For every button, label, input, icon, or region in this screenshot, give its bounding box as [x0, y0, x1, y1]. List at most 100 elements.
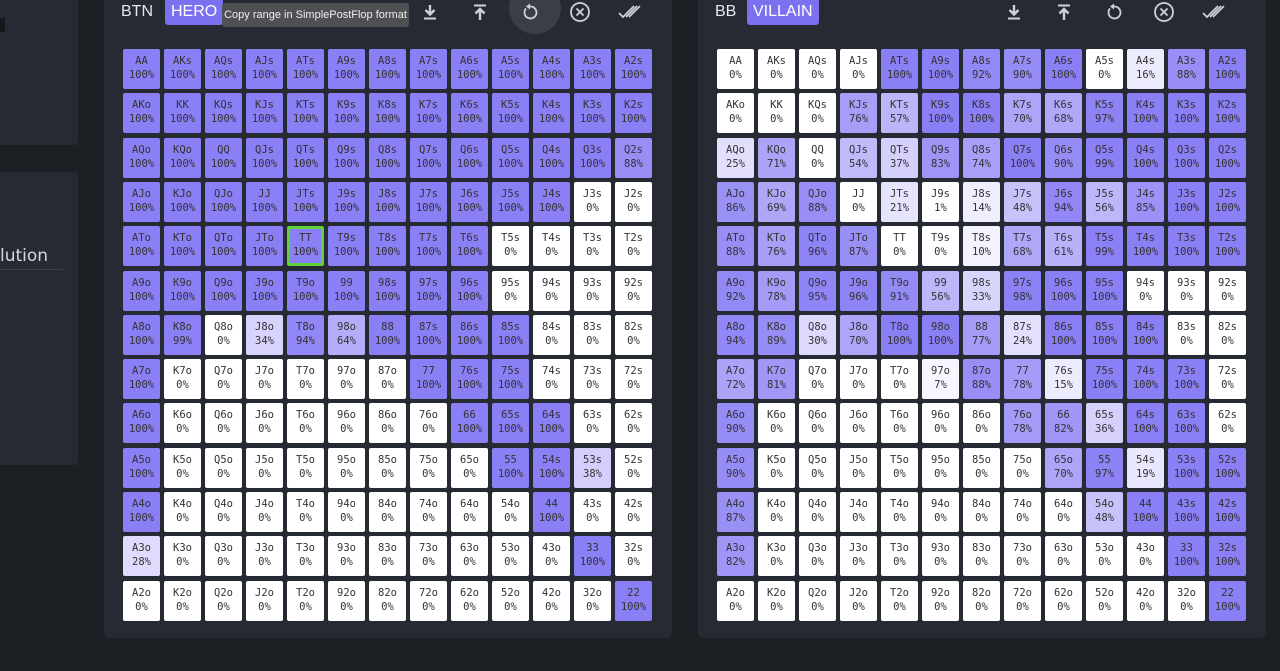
hand-cell[interactable]: Q9o 95% — [799, 271, 836, 311]
hand-cell[interactable]: J7o 0% — [840, 359, 877, 399]
hand-cell[interactable]: AQs 100% — [205, 49, 242, 89]
hand-cell[interactable]: 64o 0% — [1045, 492, 1082, 532]
hand-cell[interactable]: 94o 0% — [328, 492, 365, 532]
hand-cell[interactable]: 83o 0% — [963, 536, 1000, 576]
hand-cell[interactable]: A3o 28% — [123, 536, 160, 576]
hand-cell[interactable]: 52s 0% — [615, 448, 652, 488]
hand-cell[interactable]: A2s 100% — [615, 49, 652, 89]
hand-cell[interactable]: J6o 0% — [840, 403, 877, 443]
hand-cell[interactable]: T9s 0% — [922, 226, 959, 266]
hand-cell[interactable]: QTo 100% — [205, 226, 242, 266]
hand-cell[interactable]: A2s 100% — [1209, 49, 1246, 89]
hand-cell[interactable]: 92s 0% — [615, 271, 652, 311]
hand-cell[interactable]: T2s 100% — [1209, 226, 1246, 266]
hand-cell[interactable]: J9s 1% — [922, 182, 959, 222]
hand-cell[interactable]: Q2o 0% — [799, 581, 836, 621]
hand-cell[interactable]: K2o 0% — [164, 581, 201, 621]
hand-cell[interactable]: AKo 100% — [123, 93, 160, 133]
hand-cell[interactable]: A5s 100% — [492, 49, 529, 89]
hand-cell[interactable]: K8s 100% — [963, 93, 1000, 133]
hand-cell[interactable]: TT 100% — [287, 226, 324, 266]
hand-cell[interactable]: Q6s 90% — [1045, 138, 1082, 178]
hand-cell[interactable]: T8s 10% — [963, 226, 1000, 266]
hand-cell[interactable]: J2s 0% — [615, 182, 652, 222]
hand-cell[interactable]: Q8s 100% — [369, 138, 406, 178]
hand-cell[interactable]: 54o 48% — [1086, 492, 1123, 532]
hand-cell[interactable]: 94s 0% — [533, 271, 570, 311]
hand-cell[interactable]: 64s 100% — [533, 403, 570, 443]
download-icon[interactable] — [1001, 0, 1027, 25]
hand-cell[interactable]: 76o 0% — [410, 403, 447, 443]
hand-cell[interactable]: 92o 0% — [328, 581, 365, 621]
hand-cell[interactable]: K9s 100% — [922, 93, 959, 133]
hand-cell[interactable]: K5s 97% — [1086, 93, 1123, 133]
hand-cell[interactable]: 86o 0% — [963, 403, 1000, 443]
hand-cell[interactable]: Q9s 100% — [328, 138, 365, 178]
hand-cell[interactable]: 72o 0% — [1004, 581, 1041, 621]
hand-cell[interactable]: A3s 100% — [574, 49, 611, 89]
hand-cell[interactable]: J7o 0% — [246, 359, 283, 399]
hand-cell[interactable]: 43o 0% — [533, 536, 570, 576]
hand-cell[interactable]: 22 100% — [615, 581, 652, 621]
hand-cell[interactable]: Q6o 0% — [205, 403, 242, 443]
hand-cell[interactable]: 64s 100% — [1127, 403, 1164, 443]
hand-cell[interactable]: KTs 100% — [287, 93, 324, 133]
hand-cell[interactable]: T8o 100% — [881, 315, 918, 355]
hand-cell[interactable]: AKo 0% — [717, 93, 754, 133]
hand-cell[interactable]: J3o 0% — [840, 536, 877, 576]
hand-cell[interactable]: ATs 100% — [287, 49, 324, 89]
hand-cell[interactable]: A6o 90% — [717, 403, 754, 443]
hand-cell[interactable]: ATs 100% — [881, 49, 918, 89]
hand-cell[interactable]: K5s 100% — [492, 93, 529, 133]
hand-cell[interactable]: J5s 100% — [492, 182, 529, 222]
hand-cell[interactable]: 95o 0% — [922, 448, 959, 488]
hand-cell[interactable]: 75s 100% — [1086, 359, 1123, 399]
hand-cell[interactable]: AKs 100% — [164, 49, 201, 89]
hand-cell[interactable]: 82o 0% — [963, 581, 1000, 621]
hand-cell[interactable]: J2s 100% — [1209, 182, 1246, 222]
hand-cell[interactable]: A3o 82% — [717, 536, 754, 576]
hand-cell[interactable]: T2o 0% — [881, 581, 918, 621]
hand-cell[interactable]: KJs 76% — [840, 93, 877, 133]
hand-cell[interactable]: 52o 0% — [1086, 581, 1123, 621]
hand-cell[interactable]: QJs 54% — [840, 138, 877, 178]
hand-cell[interactable]: QTs 37% — [881, 138, 918, 178]
hand-cell[interactable]: T6s 100% — [451, 226, 488, 266]
hand-cell[interactable]: J5o 0% — [246, 448, 283, 488]
hand-cell[interactable]: Q9s 83% — [922, 138, 959, 178]
hand-cell[interactable]: Q8o 0% — [205, 315, 242, 355]
hand-cell[interactable]: 32o 0% — [1168, 581, 1205, 621]
hand-cell[interactable]: AQs 0% — [799, 49, 836, 89]
hand-cell[interactable]: T4o 0% — [287, 492, 324, 532]
hand-cell[interactable]: 77 78% — [1004, 359, 1041, 399]
check-all-icon[interactable] — [1201, 0, 1227, 25]
hand-cell[interactable]: 94o 0% — [922, 492, 959, 532]
hand-cell[interactable]: 44 100% — [533, 492, 570, 532]
hand-cell[interactable]: Q2o 0% — [205, 581, 242, 621]
hand-cell[interactable]: Q3s 100% — [1168, 138, 1205, 178]
hand-cell[interactable]: KQs 0% — [799, 93, 836, 133]
hand-cell[interactable]: 74o 0% — [410, 492, 447, 532]
hand-cell[interactable]: 54s 19% — [1127, 448, 1164, 488]
hand-cell[interactable]: 76s 100% — [451, 359, 488, 399]
hand-cell[interactable]: A7s 100% — [410, 49, 447, 89]
hand-cell[interactable]: 65o 70% — [1045, 448, 1082, 488]
hand-cell[interactable]: 93o 0% — [328, 536, 365, 576]
hand-cell[interactable]: A4o 87% — [717, 492, 754, 532]
hand-cell[interactable]: K6o 0% — [164, 403, 201, 443]
hand-cell[interactable]: 65s 36% — [1086, 403, 1123, 443]
hand-cell[interactable]: K5o 0% — [164, 448, 201, 488]
hand-cell[interactable]: 43s 0% — [574, 492, 611, 532]
hand-cell[interactable]: Q5s 100% — [492, 138, 529, 178]
hand-cell[interactable]: QJo 100% — [205, 182, 242, 222]
hand-cell[interactable]: K6s 100% — [451, 93, 488, 133]
hand-cell[interactable]: T4s 0% — [533, 226, 570, 266]
hand-cell[interactable]: T7s 68% — [1004, 226, 1041, 266]
hand-cell[interactable]: 83s 0% — [574, 315, 611, 355]
hand-cell[interactable]: T6s 61% — [1045, 226, 1082, 266]
hand-cell[interactable]: T2s 0% — [615, 226, 652, 266]
hand-cell[interactable]: A4s 100% — [533, 49, 570, 89]
hand-cell[interactable]: Q5o 0% — [799, 448, 836, 488]
hand-cell[interactable]: ATo 100% — [123, 226, 160, 266]
hand-cell[interactable]: 42s 100% — [1209, 492, 1246, 532]
